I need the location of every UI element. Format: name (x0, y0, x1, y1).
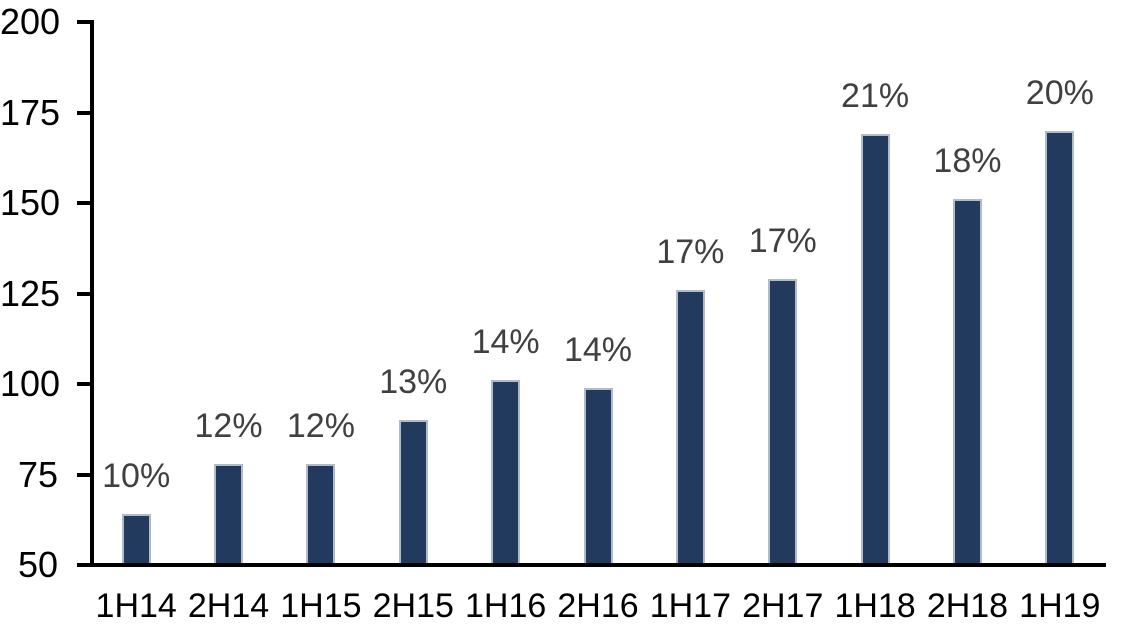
bar-value-label: 21% (841, 77, 910, 116)
bar-value-label: 17% (748, 222, 817, 261)
bar-value-label: 10% (102, 457, 171, 496)
y-axis-tick-label: 75 (17, 453, 58, 495)
bar (398, 420, 428, 567)
x-axis-label: 2H16 (557, 587, 639, 625)
y-axis-tick-label: 150 (0, 182, 61, 223)
x-axis-label: 2H15 (372, 587, 454, 625)
y-axis-tick-label: 125 (0, 272, 61, 314)
x-axis-line (77, 563, 1106, 567)
bar-value-label: 12% (194, 406, 263, 445)
y-axis-line (90, 20, 94, 567)
x-axis-label: 2H17 (742, 587, 824, 625)
y-axis-tick-label: 50 (17, 544, 58, 585)
bar-value-label: 14% (471, 323, 540, 362)
y-axis-tick (77, 291, 90, 296)
x-axis-label: 1H14 (95, 587, 177, 625)
x-axis-label: 2H14 (187, 587, 270, 625)
y-axis-tick (77, 382, 90, 386)
x-axis-label: 1H16 (464, 587, 547, 625)
bar (306, 463, 336, 567)
bar (583, 387, 613, 567)
y-axis-tick (77, 201, 90, 205)
x-axis-label: 1H18 (834, 587, 916, 625)
bar-value-label: 14% (563, 330, 633, 369)
bar (768, 279, 798, 567)
bar (1045, 130, 1075, 567)
bar-value-label: 12% (286, 406, 355, 445)
bar (491, 380, 521, 567)
y-axis-tick (77, 110, 90, 115)
y-axis-tick-label: 200 (0, 1, 61, 42)
bar (860, 134, 890, 567)
y-axis-tick-label: 175 (0, 91, 61, 133)
x-axis-label: 1H17 (649, 587, 731, 625)
x-axis-label: 2H18 (926, 587, 1009, 625)
bar-value-label: 18% (933, 142, 1002, 181)
x-axis-label: 1H15 (280, 587, 362, 625)
bar-value-label: 13% (379, 363, 448, 402)
bar-value-label: 17% (656, 232, 725, 271)
bar (952, 199, 982, 567)
bar (214, 463, 244, 567)
y-axis-tick (77, 472, 90, 477)
y-axis-tick-label: 100 (0, 363, 61, 404)
x-axis-label: 1H19 (1019, 587, 1101, 625)
bar (675, 289, 705, 567)
bar (121, 514, 151, 567)
y-axis-tick (77, 20, 90, 24)
bar-value-label: 20% (1025, 73, 1094, 112)
